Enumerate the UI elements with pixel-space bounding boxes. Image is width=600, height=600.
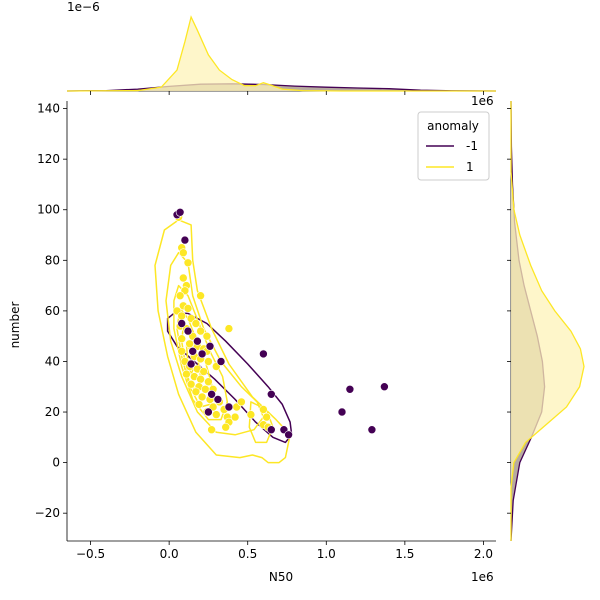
data-point-1 xyxy=(179,273,188,283)
x-tick-label: 0.0 xyxy=(160,547,179,561)
kde-contour-1 xyxy=(154,219,291,464)
y-axis-label: number xyxy=(8,302,22,349)
data-point-1 xyxy=(196,291,205,301)
y-tick-label: 20 xyxy=(45,405,60,419)
y-tick-label: 120 xyxy=(37,152,60,166)
data-point-1 xyxy=(204,357,213,366)
data-point-1 xyxy=(259,405,268,414)
data-point-neg1 xyxy=(345,384,355,394)
data-point-1 xyxy=(212,410,221,419)
top-density-line-1 xyxy=(66,15,496,92)
legend: anomaly -1 1 xyxy=(417,111,490,181)
data-point-1 xyxy=(179,248,188,257)
data-point-neg1 xyxy=(183,326,193,336)
y-tick-label: −20 xyxy=(35,506,60,520)
data-point-1 xyxy=(196,326,205,336)
data-point-neg1 xyxy=(266,425,276,435)
y-tick-label: 40 xyxy=(45,354,60,368)
kde-contour-1 xyxy=(165,251,265,436)
data-point-neg1 xyxy=(284,430,293,440)
legend-title: anomaly xyxy=(427,119,479,133)
x-tick-label: 1.5 xyxy=(395,547,414,561)
legend-label-neg1: -1 xyxy=(466,139,478,153)
data-point-neg1 xyxy=(380,382,389,392)
data-point-1 xyxy=(230,412,240,422)
scatter-points xyxy=(172,208,389,440)
x-axis-label: N50 xyxy=(269,570,293,584)
data-point-1 xyxy=(262,412,271,422)
right-density-line-1 xyxy=(510,101,585,541)
data-point-neg1 xyxy=(204,407,213,417)
data-point-1 xyxy=(177,311,186,321)
data-point-neg1 xyxy=(177,319,186,328)
data-point-neg1 xyxy=(193,336,202,346)
ticks: −0.5 0.0 0.5 1.0 1.5 2.0 −20 0 20 40 60 80 100 120 140 xyxy=(35,91,511,561)
data-point-1 xyxy=(175,291,185,301)
data-point-neg1 xyxy=(224,402,234,412)
top-density-offset-label: 1e−6 xyxy=(67,0,100,14)
data-point-1 xyxy=(246,410,256,419)
data-point-neg1 xyxy=(259,349,268,359)
y-tick-label: 60 xyxy=(45,304,60,318)
data-point-neg1 xyxy=(205,341,215,351)
x-offset-label: 1e6 xyxy=(471,570,494,584)
data-point-neg1 xyxy=(207,389,216,399)
data-point-1 xyxy=(182,369,191,379)
data-point-1 xyxy=(204,377,213,387)
y-tick-label: 0 xyxy=(52,456,60,470)
data-point-neg1 xyxy=(213,395,223,404)
data-point-1 xyxy=(183,304,193,313)
data-point-neg1 xyxy=(367,425,377,435)
data-point-neg1 xyxy=(186,359,196,369)
data-point-neg1 xyxy=(188,346,197,356)
top-density-line-neg1 xyxy=(66,83,497,92)
y-tick-label: 140 xyxy=(37,102,60,116)
y-tick-label: 100 xyxy=(37,203,60,217)
top-marginal-density xyxy=(66,15,497,92)
data-point-neg1 xyxy=(175,208,185,217)
data-point-neg1 xyxy=(180,235,190,245)
right-density-fill-1 xyxy=(511,101,584,541)
data-point-1 xyxy=(196,374,205,384)
data-point-1 xyxy=(197,392,207,402)
data-point-1 xyxy=(237,397,246,407)
data-point-1 xyxy=(191,319,201,328)
top-density-fill-1 xyxy=(67,17,496,91)
y-tick-label: 80 xyxy=(45,253,60,267)
x-tick-label: 0.5 xyxy=(238,547,257,561)
main-scatter-plot: −0.5 0.0 0.5 1.0 1.5 2.0 −20 0 20 40 60 80 100 120 140 xyxy=(35,91,511,561)
right-marginal-density xyxy=(510,100,585,542)
data-point-1 xyxy=(177,346,186,356)
legend-label-1: 1 xyxy=(466,160,474,174)
data-point-1 xyxy=(199,367,208,376)
data-point-neg1 xyxy=(266,389,276,399)
data-point-neg1 xyxy=(337,407,347,417)
data-point-1 xyxy=(183,258,193,268)
data-point-neg1 xyxy=(216,357,226,366)
data-point-1 xyxy=(191,387,201,397)
data-point-1 xyxy=(194,400,204,409)
data-point-1 xyxy=(221,422,230,432)
data-point-neg1 xyxy=(197,349,207,359)
data-point-1 xyxy=(185,339,194,349)
y-offset-label: 1e6 xyxy=(471,94,494,108)
data-point-1 xyxy=(224,324,234,333)
axes xyxy=(66,101,496,542)
data-point-1 xyxy=(207,425,216,435)
data-point-1 xyxy=(177,334,186,344)
data-point-1 xyxy=(186,379,196,389)
data-point-1 xyxy=(202,331,212,341)
x-tick-label: 1.0 xyxy=(317,547,336,561)
x-tick-label: −0.5 xyxy=(76,547,105,561)
x-tick-label: 2.0 xyxy=(474,547,493,561)
